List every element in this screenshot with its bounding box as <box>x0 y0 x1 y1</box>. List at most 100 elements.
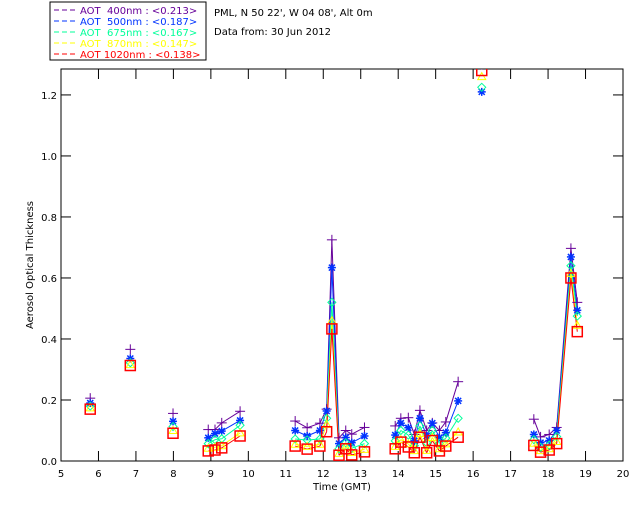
legend-entry: AOT 500nm : <0.187> <box>80 17 197 28</box>
data-point-asterisk <box>415 414 424 423</box>
data-point-triangle <box>302 441 313 450</box>
legend-entry: AOT 675nm : <0.167> <box>80 28 197 39</box>
data-point-square <box>320 425 333 438</box>
data-point-diamond <box>341 437 351 448</box>
data-point-square <box>84 403 96 415</box>
data-point-plus <box>453 376 464 387</box>
series-line-segment <box>570 273 578 326</box>
data-point-triangle <box>168 425 178 434</box>
series-line-segment <box>221 410 241 424</box>
data-point-diamond <box>327 297 337 308</box>
series-line-segment <box>307 438 320 441</box>
data-point-diamond <box>396 425 406 436</box>
data-point-diamond <box>453 413 463 423</box>
data-point-diamond <box>409 441 420 451</box>
data-point-triangle <box>235 427 245 437</box>
data-point-triangle <box>290 439 301 448</box>
data-point-square <box>420 447 433 459</box>
y-tick-label: 0.8 <box>41 213 57 224</box>
series-line-segment <box>221 419 241 432</box>
data-point-diamond <box>315 434 325 444</box>
data-point-asterisk <box>360 431 369 440</box>
series-line-segment <box>426 440 433 453</box>
data-point-square <box>124 359 137 372</box>
data-point-square <box>565 272 577 284</box>
data-point-triangle <box>551 436 562 445</box>
data-point-plus <box>565 243 576 254</box>
data-point-square <box>358 446 371 458</box>
data-point-triangle <box>390 441 401 450</box>
legend-entry: AOT 870nm : <0.147> <box>80 39 197 50</box>
series-line-segment <box>351 427 365 435</box>
y-tick-label: 0.4 <box>41 335 57 346</box>
data-point-square <box>440 440 452 452</box>
x-tick-label: 9 <box>208 469 214 480</box>
series-line-segment <box>556 256 572 431</box>
x-tick-label: 6 <box>95 469 101 480</box>
series-line-segment <box>445 381 459 423</box>
data-point-square <box>234 430 246 442</box>
data-point-asterisk <box>204 433 213 442</box>
data-point-asterisk <box>347 438 356 447</box>
y-tick-label: 0.0 <box>41 457 57 468</box>
data-point-asterisk <box>236 416 245 425</box>
x-tick-label: 12 <box>317 469 330 480</box>
series-line-segment <box>331 328 340 456</box>
data-point-square <box>209 444 221 456</box>
data-point-triangle <box>528 438 539 447</box>
data-point-diamond <box>441 433 451 443</box>
series-line-segment <box>214 422 223 430</box>
data-point-square <box>326 323 338 335</box>
x-axis-label: Time (GMT) <box>312 482 371 493</box>
data-point-asterisk <box>327 263 336 272</box>
series-line-segment <box>439 421 447 431</box>
data-point-asterisk <box>566 252 575 261</box>
x-axis: 5 6 7 8 9 10 11 12 13 14 15 16 17 18 19 20 <box>58 69 629 480</box>
data-point-asterisk <box>573 306 582 315</box>
data-point-plus <box>440 416 451 427</box>
markers-square <box>84 69 584 461</box>
data-point-square <box>333 449 345 461</box>
series-line-segment <box>307 445 321 450</box>
legend-entry: AOT 1020nm : <0.138> <box>80 50 200 61</box>
y-tick-label: 0.6 <box>41 274 57 285</box>
data-point-diamond <box>551 431 562 442</box>
data-point-plus <box>125 344 136 355</box>
data-point-diamond <box>203 438 213 449</box>
data-point-triangle <box>427 432 438 442</box>
data-point-plus <box>168 408 179 419</box>
series-line-segment <box>570 265 578 317</box>
legend-box <box>49 1 207 61</box>
data-point-triangle <box>346 447 357 456</box>
data-point-diamond <box>477 82 487 93</box>
data-point-square <box>534 446 547 458</box>
data-point-triangle <box>440 438 451 448</box>
data-point-square <box>314 440 326 452</box>
series-diamond <box>207 265 578 450</box>
data-point-asterisk <box>210 429 219 438</box>
series-line-segment <box>306 422 321 429</box>
series-line-segment <box>400 430 409 436</box>
data-point-plus <box>302 422 313 433</box>
data-point-diamond <box>334 444 344 454</box>
data-point-square <box>452 431 464 443</box>
data-point-plus <box>528 414 539 425</box>
data-point-square <box>426 434 439 447</box>
series-line-segment <box>445 436 459 447</box>
series-line-segment <box>394 417 402 427</box>
series-line-segment <box>419 410 428 431</box>
data-point-triangle <box>359 444 370 453</box>
data-point-square <box>202 445 214 457</box>
x-tick-label: 17 <box>504 469 517 480</box>
series-line-segment <box>419 437 428 453</box>
data-point-plus <box>359 422 370 433</box>
data-point-plus <box>481 69 483 70</box>
data-point-triangle <box>340 441 351 451</box>
y-axis-label: Aerosol Optical Thickness <box>25 201 36 329</box>
data-point-square <box>402 441 415 453</box>
data-point-plus <box>572 297 583 308</box>
series-line-segment <box>306 430 321 437</box>
series-line-segment <box>338 430 347 439</box>
markers-triangle <box>85 71 583 457</box>
